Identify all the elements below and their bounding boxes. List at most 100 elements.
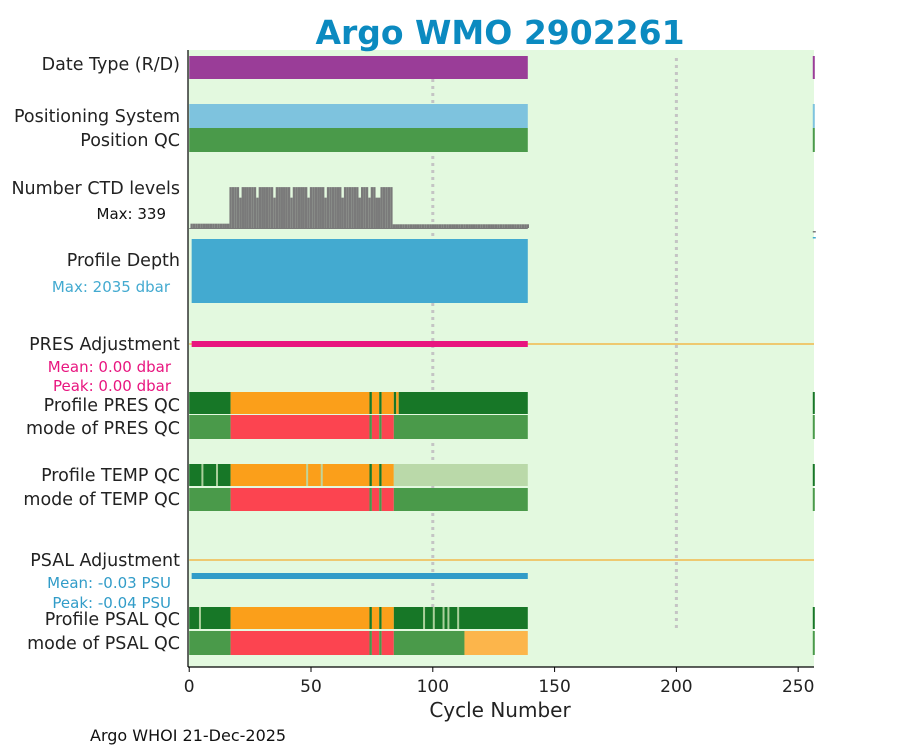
ctd-level-bar <box>287 187 291 228</box>
x-tick-label-200: 200 <box>660 677 692 697</box>
qc-segment-row4-4 <box>379 415 382 439</box>
ctd-level-bar <box>507 224 510 228</box>
label-profile-pres-qc: Profile PRES QC <box>44 396 180 416</box>
ctd-level-bar <box>497 224 500 228</box>
ctd-level-bar <box>297 187 301 228</box>
label-date-type: Date Type (R/D) <box>42 55 180 75</box>
ctd-level-bar <box>261 187 264 228</box>
qc-segment-row3-7 <box>396 392 399 414</box>
qc-segment-row8-1 <box>230 631 370 655</box>
ctd-level-bar <box>195 223 198 228</box>
label-profile-temp-qc: Profile TEMP QC <box>41 466 180 486</box>
qc-segment-row7-7 <box>812 607 815 629</box>
ctd-level-bar <box>295 187 298 228</box>
qc-segment-row3-1 <box>230 392 370 414</box>
ctd-level-bar <box>300 187 303 228</box>
qc-segment-row6-3 <box>371 488 380 511</box>
ctd-level-bar <box>275 187 279 228</box>
ctd-level-bar <box>346 187 349 228</box>
pres-adjustment-series <box>191 341 528 347</box>
ctd-level-bar <box>241 187 245 228</box>
qc-segment-row8-4 <box>379 631 382 655</box>
qc-segment-row2-1 <box>812 128 815 152</box>
x-axis-label: Cycle Number <box>429 698 571 722</box>
qc-streak-7-0 <box>198 607 201 629</box>
ctd-level-bar <box>339 187 342 228</box>
psal-adjustment-peak: Peak: -0.04 PSU <box>52 594 171 612</box>
ctd-level-bar <box>292 187 296 228</box>
ctd-level-bar <box>248 187 252 228</box>
ctd-level-bar <box>407 224 410 228</box>
ctd-level-bar <box>521 224 525 228</box>
ctd-level-bar <box>351 187 354 228</box>
qc-segment-row4-5 <box>381 415 394 439</box>
ctd-level-bar <box>380 187 383 228</box>
ctd-level-bar <box>502 224 505 228</box>
ctd-level-bar <box>516 224 520 228</box>
ctd-level-bar <box>438 224 442 228</box>
pres-adjustment-peak: Peak: 0.00 dbar <box>53 377 172 395</box>
ctd-level-bar <box>370 187 374 228</box>
ctd-level-bar <box>526 224 529 228</box>
label-pres-adjustment: PRES Adjustment <box>29 335 180 355</box>
ctd-level-bar <box>265 187 269 228</box>
ctd-level-bar <box>412 224 415 228</box>
qc-segment-row6-2 <box>369 488 372 511</box>
ctd-level-bar <box>229 187 232 228</box>
profile-depth-max: Max: 2035 dbar <box>52 278 171 296</box>
ctd-level-bar <box>290 197 293 228</box>
ctd-level-bar <box>251 187 254 228</box>
ctd-level-bar <box>244 187 247 228</box>
qc-segment-row0-0 <box>189 56 528 79</box>
qc-segment-row5-4 <box>379 464 382 486</box>
ctd-level-bar <box>490 224 493 228</box>
ctd-level-bar <box>397 224 400 228</box>
ctd-level-bar <box>202 223 206 228</box>
ctd-level-bar <box>426 224 430 228</box>
qc-segment-row0-1 <box>812 56 815 79</box>
qc-segment-row6-1 <box>230 488 370 511</box>
ctd-level-bar <box>460 224 464 228</box>
ctd-level-bar <box>373 187 376 228</box>
x-tick-label-50: 50 <box>300 677 322 697</box>
ctd-level-bar <box>458 224 461 228</box>
ctd-level-bar <box>448 224 452 228</box>
qc-segment-row1-1 <box>812 104 815 128</box>
ctd-level-bar <box>278 187 281 228</box>
ctd-level-bar <box>375 197 378 228</box>
ctd-level-bar <box>392 224 396 228</box>
ctd-level-bar <box>424 224 427 228</box>
ctd-level-bar <box>365 187 369 228</box>
ctd-level-bar <box>309 187 313 228</box>
ctd-level-bar <box>231 187 235 228</box>
plot-background <box>188 50 814 667</box>
ctd-level-bar <box>363 187 366 228</box>
ctd-level-bar <box>217 223 220 228</box>
qc-streak-7-4 <box>447 607 450 629</box>
ctd-level-bar <box>487 224 491 228</box>
psal-adjustment-mean: Mean: -0.03 PSU <box>47 574 171 592</box>
x-axis-ticks: 0 50 100 150 200 250 <box>184 667 814 697</box>
ctd-level-bar <box>353 187 357 228</box>
ctd-level-bar <box>222 223 225 228</box>
ctd-level-bar <box>482 224 486 228</box>
ctd-level-bar <box>285 187 288 228</box>
ctd-level-bar <box>200 223 203 228</box>
qc-segment-row6-0 <box>189 488 231 511</box>
qc-segment-row3-8 <box>398 392 528 414</box>
qc-segment-row7-4 <box>379 607 382 629</box>
ctd-level-bar <box>436 224 439 228</box>
ctd-level-bar <box>419 224 422 228</box>
label-position-qc: Position QC <box>80 131 180 151</box>
label-profile-psal-qc: Profile PSAL QC <box>45 610 180 630</box>
ctd-level-bar <box>343 187 347 228</box>
qc-segment-row8-7 <box>464 631 528 655</box>
qc-segment-row7-5 <box>381 607 394 629</box>
qc-segment-row5-2 <box>369 464 372 486</box>
label-positioning-system: Positioning System <box>14 107 180 127</box>
ctd-level-bar <box>429 224 432 228</box>
ctd-level-bar <box>453 224 456 228</box>
ctd-level-bar <box>324 197 327 228</box>
qc-segment-row7-1 <box>230 607 370 629</box>
